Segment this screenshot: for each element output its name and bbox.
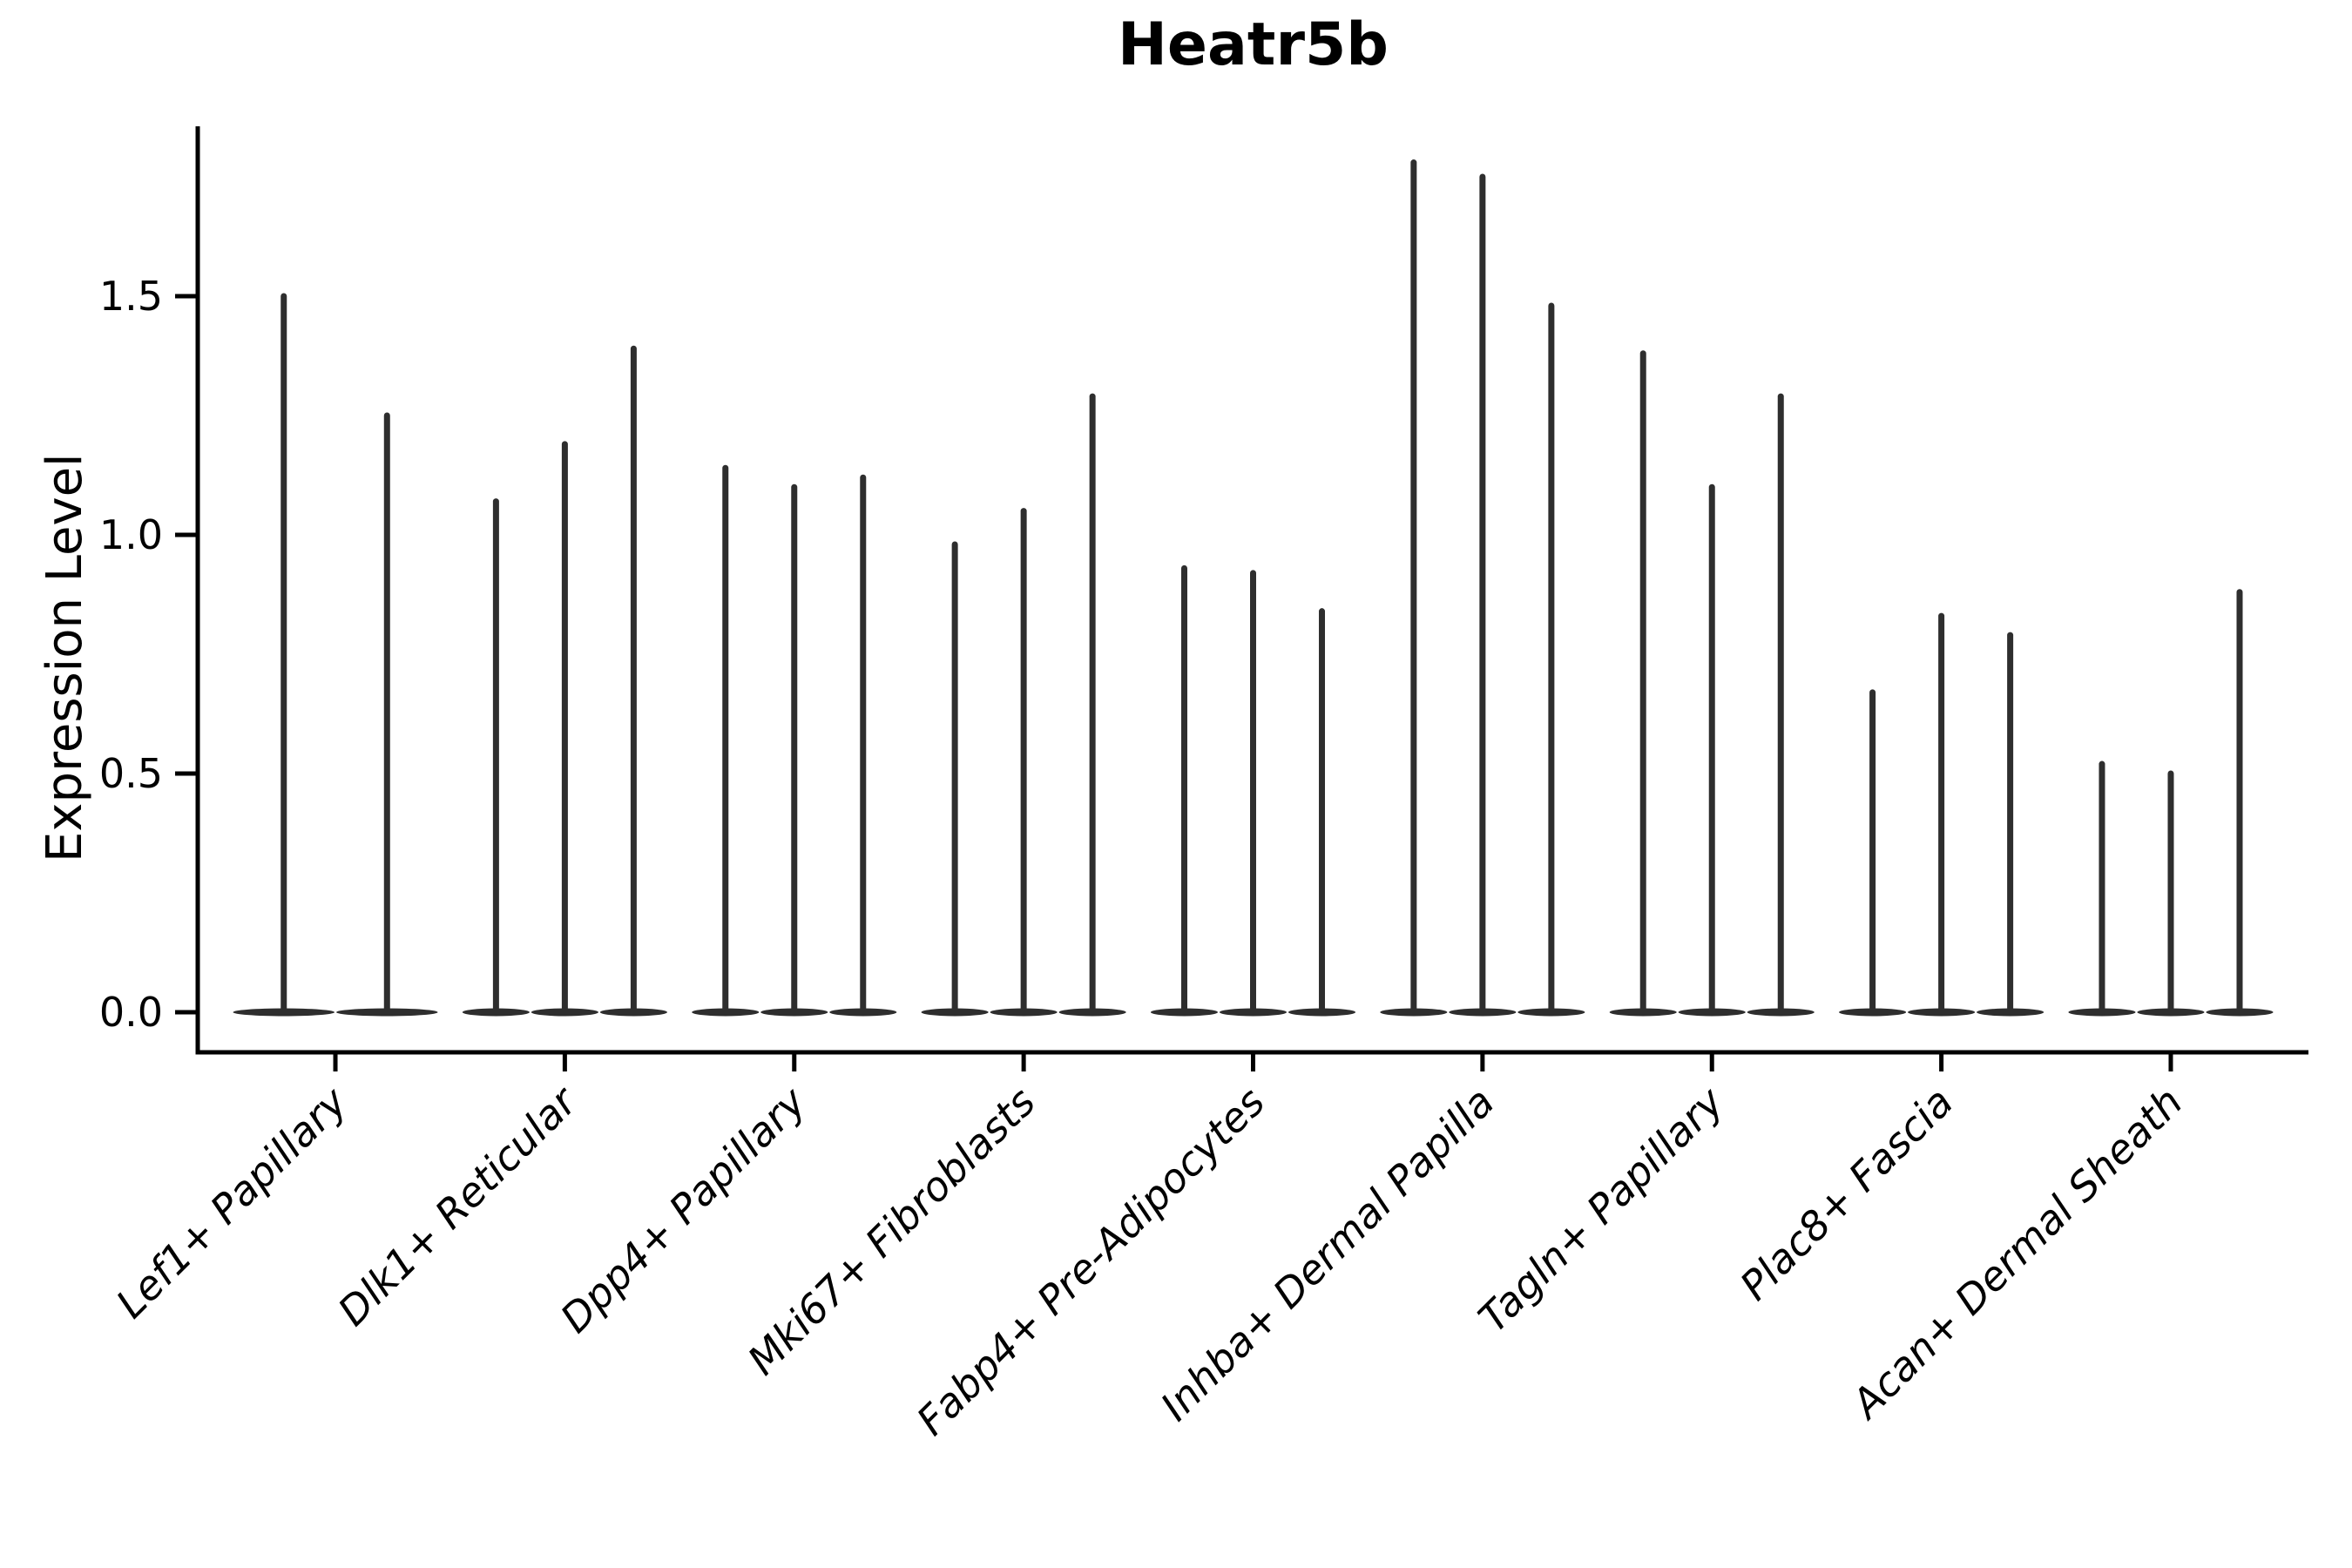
x-tick-label: Plac8+ Fascia <box>1731 1078 1962 1309</box>
x-tick-label: Dlk1+ Reticular <box>329 1076 588 1335</box>
x-tick-label: Lef1+ Papillary <box>107 1078 356 1327</box>
y-tick-label: 0.5 <box>99 750 163 797</box>
y-tick-label: 0.0 <box>99 989 163 1036</box>
y-tick-label: 1.0 <box>99 511 163 558</box>
chart-title: Heatr5b <box>1118 10 1389 79</box>
x-tick-label: Dpp4+ Papillary <box>551 1078 815 1342</box>
x-tick-label: Tagln+ Papillary <box>1470 1078 1734 1342</box>
y-tick-label: 1.5 <box>99 273 163 320</box>
